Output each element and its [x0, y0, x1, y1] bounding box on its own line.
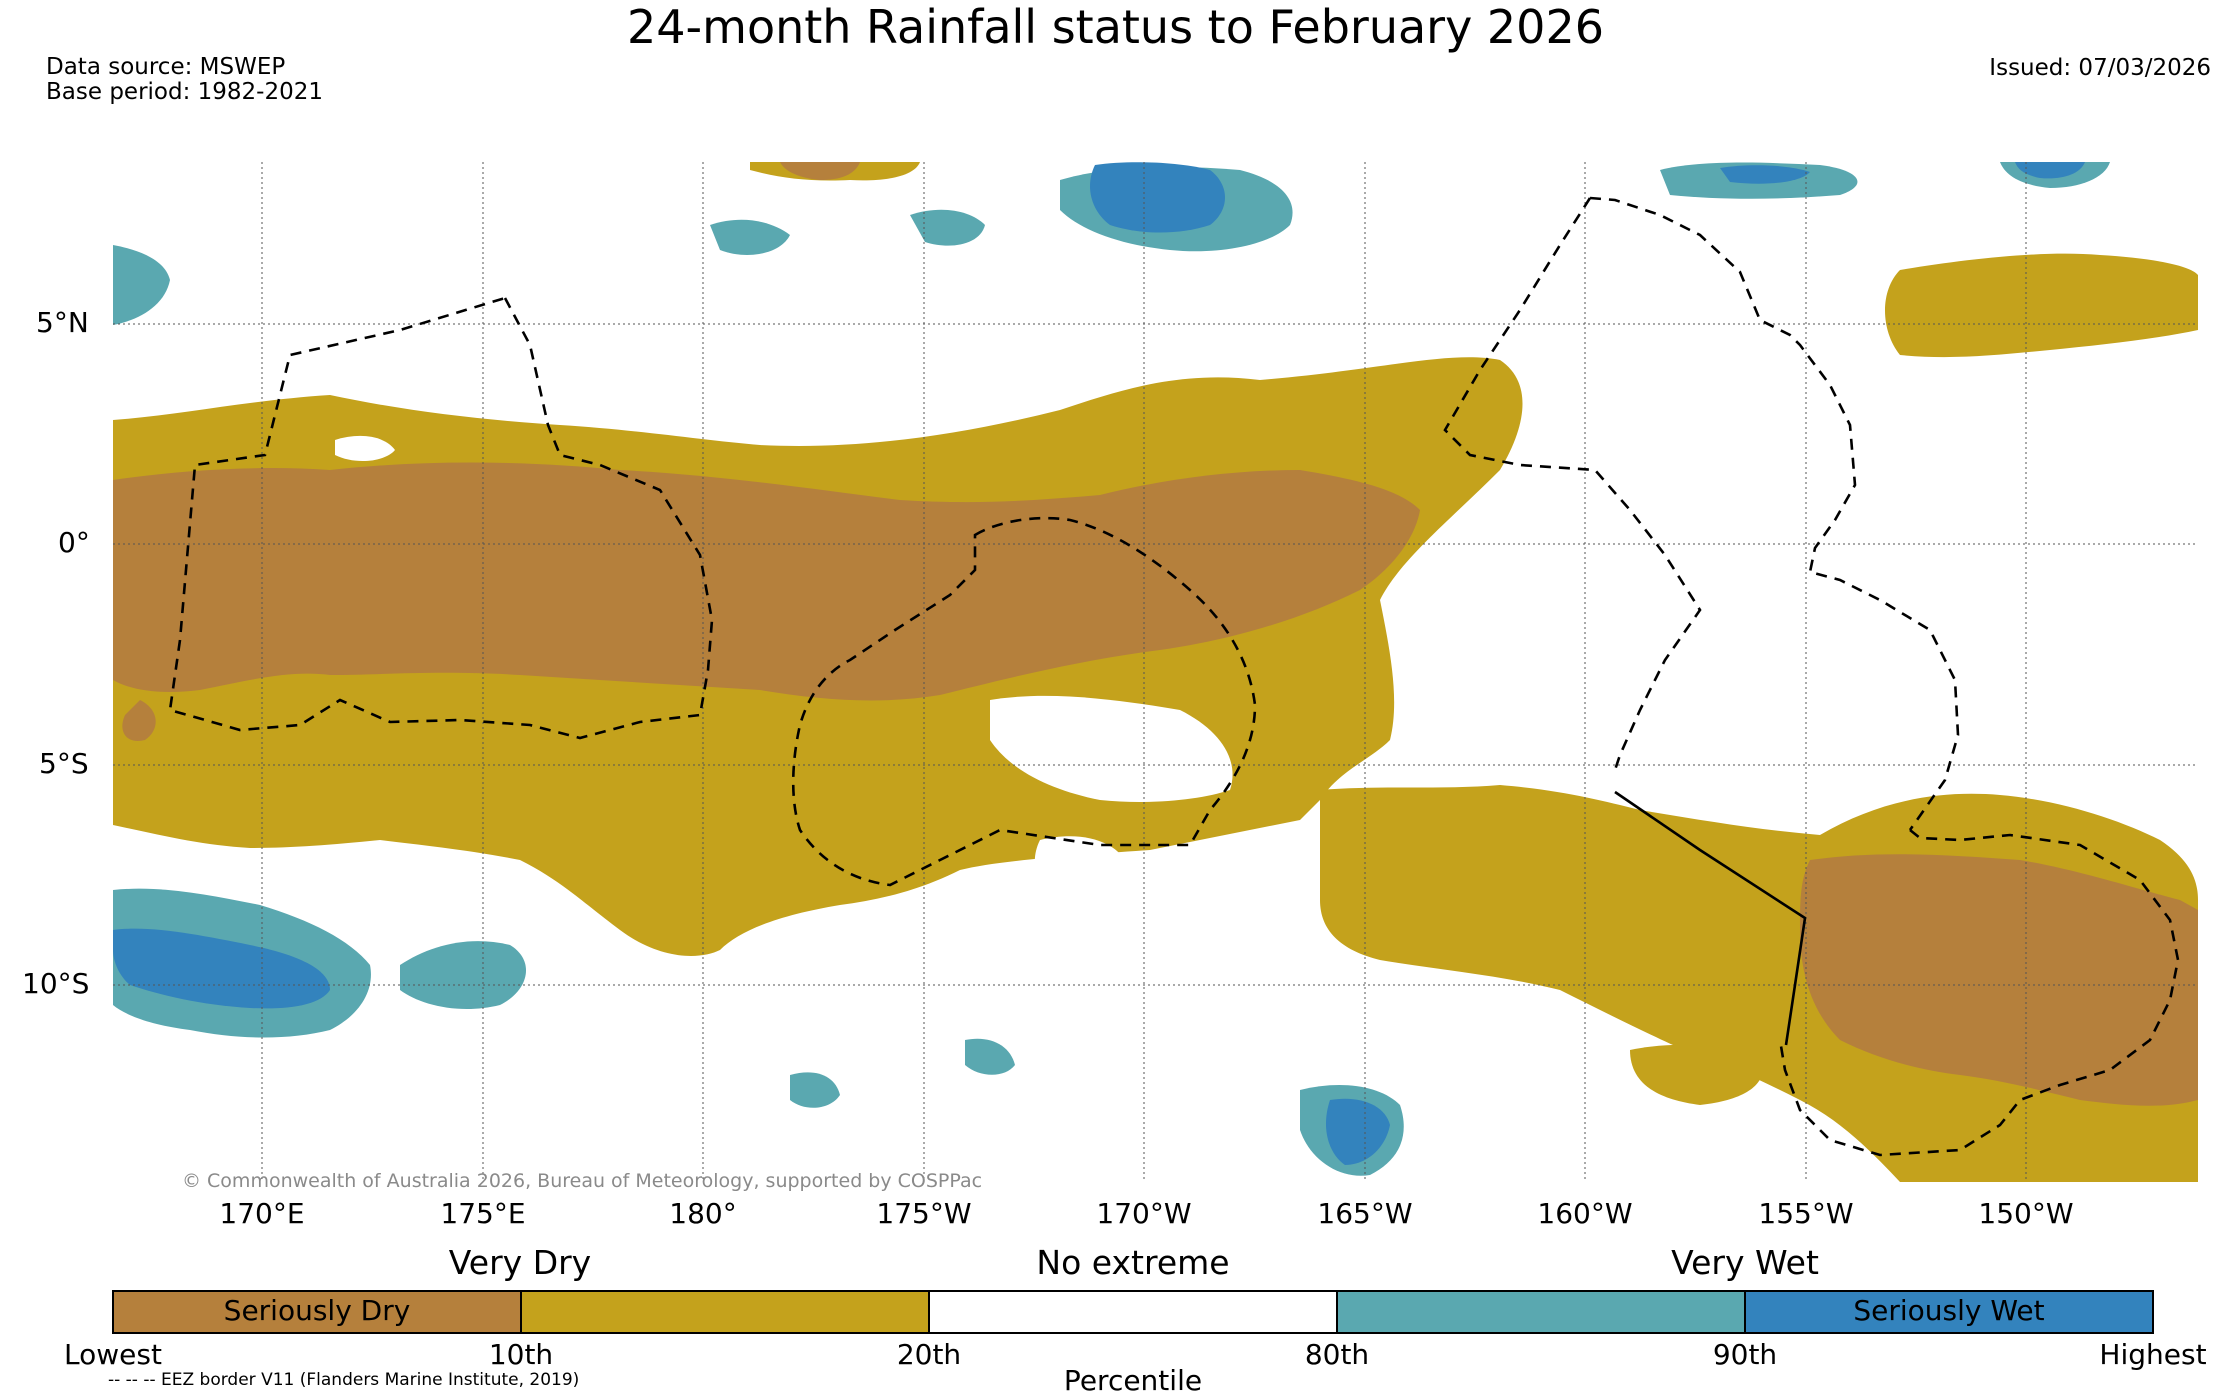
- seriously-dry-region-central: [113, 462, 1420, 701]
- graticule: [113, 162, 2198, 1182]
- very-wet-patch-southwest-2: [400, 941, 527, 1010]
- eez-border-east-south: [1778, 828, 2180, 1157]
- lon-label-160w: 160°W: [1537, 1197, 1633, 1230]
- percentile-label-highest: Highest: [2099, 1338, 2207, 1371]
- percentile-label-90th: 90th: [1712, 1338, 1778, 1371]
- lon-label-165w: 165°W: [1317, 1197, 1413, 1230]
- issued-date-label: Issued: 07/03/2026: [1989, 55, 2211, 81]
- copyright-notice: © Commonwealth of Australia 2026, Bureau…: [182, 1170, 983, 1192]
- lat-label-10s: 10°S: [22, 967, 90, 1000]
- legend-swatch-very-wet: [1336, 1290, 1746, 1334]
- legend-swatch-very-dry: [520, 1290, 930, 1334]
- legend-swatch-no-extreme: [928, 1290, 1338, 1334]
- legend-label-seriously-wet: Seriously Wet: [1853, 1294, 2045, 1327]
- no-extreme-hole-3: [335, 435, 395, 462]
- percentile-label-10th: 10th: [488, 1338, 554, 1371]
- seriously-dry-patch-north: [780, 162, 860, 180]
- seriously-wet-region-southwest: [113, 928, 330, 1009]
- boundary-line-solid: [1614, 790, 1807, 1046]
- no-extreme-hole-1: [990, 695, 1233, 802]
- seriously-wet-patch-south: [1325, 1098, 1390, 1165]
- lon-label-170e: 170°E: [219, 1197, 305, 1230]
- no-extreme-hole-2: [1034, 836, 1130, 902]
- seriously-wet-patch-north-2: [1720, 165, 1810, 184]
- seriously-dry-patch-west: [122, 700, 156, 741]
- percentile-label-80th: 80th: [1304, 1338, 1370, 1371]
- legend-group-no-extreme: No extreme: [1036, 1243, 1230, 1282]
- rainfall-regions: [113, 162, 2198, 1182]
- lat-label-0: 0°: [58, 526, 90, 559]
- legend-label-seriously-dry: Seriously Dry: [223, 1294, 411, 1327]
- eez-border-west: [168, 296, 714, 740]
- seriously-dry-region-southeast: [1800, 854, 2198, 1106]
- base-period-label: Base period: 1982-2021: [46, 79, 324, 105]
- very-wet-patch-south-2: [790, 1072, 840, 1108]
- lon-label-155w: 155°W: [1758, 1197, 1854, 1230]
- lon-label-175e: 175°E: [440, 1197, 526, 1230]
- very-wet-patch-west-north: [113, 245, 170, 325]
- lon-label-150w: 150°W: [1978, 1197, 2074, 1230]
- eez-border-east-north: [1589, 196, 1960, 831]
- very-wet-patch-north-2: [910, 209, 985, 246]
- very-wet-patch-south-3: [965, 1038, 1015, 1075]
- lat-label-5n: 5°N: [36, 306, 89, 339]
- very-dry-region-northeast: [1885, 253, 2198, 358]
- lon-label-180: 180°: [669, 1197, 737, 1230]
- eez-border-central: [791, 516, 1257, 887]
- legend-colorbar: [112, 1290, 2154, 1334]
- very-wet-patch-north-4: [710, 219, 790, 255]
- lat-label-5s: 5°S: [39, 747, 89, 780]
- lon-label-175w: 175°W: [876, 1197, 972, 1230]
- map-title: 24-month Rainfall status to February 202…: [627, 0, 1604, 54]
- legend-group-very-dry: Very Dry: [448, 1243, 592, 1282]
- eez-border-east-west: [1443, 197, 1702, 771]
- percentile-axis-label: Percentile: [1063, 1364, 1203, 1397]
- very-dry-patch-southeast: [1630, 1044, 1763, 1105]
- lon-label-170w: 170°W: [1096, 1197, 1192, 1230]
- seriously-wet-region-north: [1090, 162, 1225, 233]
- eez-border-note: -- -- -- EEZ border V11 (Flanders Marine…: [108, 1370, 580, 1390]
- eez-borders: [168, 196, 2180, 1157]
- legend-group-very-wet: Very Wet: [1671, 1243, 1819, 1282]
- percentile-label-20th: 20th: [896, 1338, 962, 1371]
- percentile-label-lowest: Lowest: [64, 1338, 162, 1371]
- legend-swatch-seriously-wet: [1744, 1290, 2154, 1334]
- seriously-wet-patch-northeast: [2015, 162, 2085, 179]
- data-source-label: Data source: MSWEP: [46, 54, 286, 80]
